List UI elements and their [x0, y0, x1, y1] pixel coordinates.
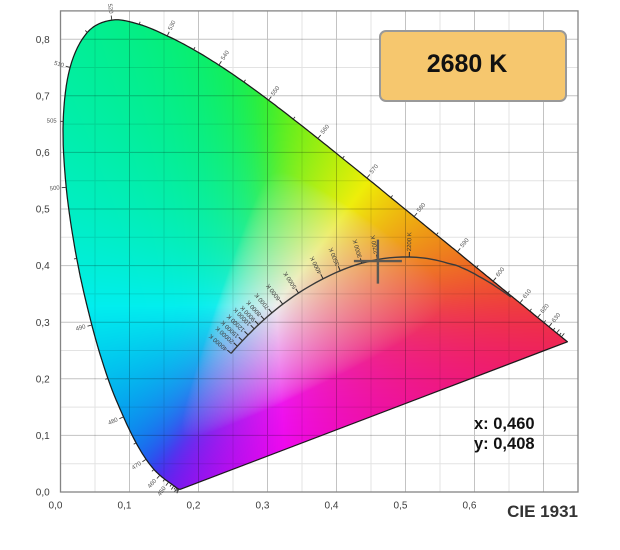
- svg-text:560: 560: [320, 124, 331, 136]
- svg-text:610: 610: [522, 288, 533, 300]
- svg-text:620: 620: [540, 303, 551, 315]
- svg-text:0,5: 0,5: [394, 501, 408, 512]
- svg-text:520: 520: [106, 3, 113, 14]
- svg-text:590: 590: [460, 237, 471, 249]
- svg-text:0,0: 0,0: [49, 501, 63, 512]
- svg-text:0,2: 0,2: [36, 374, 50, 385]
- svg-text:460: 460: [147, 478, 159, 490]
- svg-text:500: 500: [49, 185, 60, 192]
- svg-text:0,3: 0,3: [36, 318, 50, 329]
- svg-text:490: 490: [75, 324, 87, 332]
- svg-text:480: 480: [107, 417, 119, 427]
- svg-text:570: 570: [369, 163, 380, 175]
- svg-text:6000 K: 6000 K: [266, 282, 282, 301]
- svg-text:505: 505: [47, 118, 58, 124]
- svg-text:0,0: 0,0: [36, 488, 50, 499]
- svg-text:2200 K: 2200 K: [407, 232, 413, 251]
- svg-text:2680 K: 2680 K: [427, 50, 508, 78]
- svg-text:5000 K: 5000 K: [283, 270, 298, 289]
- svg-text:0,6: 0,6: [463, 501, 477, 512]
- svg-text:CIE 1931: CIE 1931: [507, 502, 578, 521]
- svg-text:530: 530: [168, 19, 178, 31]
- svg-text:0,8: 0,8: [36, 35, 50, 46]
- svg-text:540: 540: [220, 49, 231, 61]
- svg-text:y: 0,408: y: 0,408: [474, 435, 535, 453]
- svg-text:510: 510: [53, 61, 65, 70]
- svg-text:0,3: 0,3: [256, 501, 270, 512]
- svg-text:0,4: 0,4: [36, 261, 50, 272]
- svg-text:580: 580: [416, 202, 427, 214]
- svg-text:0,1: 0,1: [118, 501, 132, 512]
- svg-text:450: 450: [157, 485, 168, 497]
- svg-text:630: 630: [551, 312, 562, 324]
- svg-text:0,5: 0,5: [36, 205, 50, 216]
- svg-text:3000 K: 3000 K: [353, 238, 364, 258]
- svg-text:0,1: 0,1: [36, 431, 50, 442]
- svg-text:600: 600: [495, 266, 506, 278]
- svg-text:0,7: 0,7: [36, 91, 50, 102]
- svg-text:x: 0,460: x: 0,460: [474, 415, 535, 433]
- svg-text:2700 K: 2700 K: [371, 235, 380, 255]
- svg-text:0,4: 0,4: [325, 501, 339, 512]
- svg-text:4000 K: 4000 K: [310, 255, 324, 275]
- svg-text:3500 K: 3500 K: [328, 246, 341, 266]
- svg-text:550: 550: [271, 85, 282, 97]
- svg-text:0,2: 0,2: [187, 501, 201, 512]
- svg-text:0,6: 0,6: [36, 148, 50, 159]
- svg-text:470: 470: [131, 461, 143, 472]
